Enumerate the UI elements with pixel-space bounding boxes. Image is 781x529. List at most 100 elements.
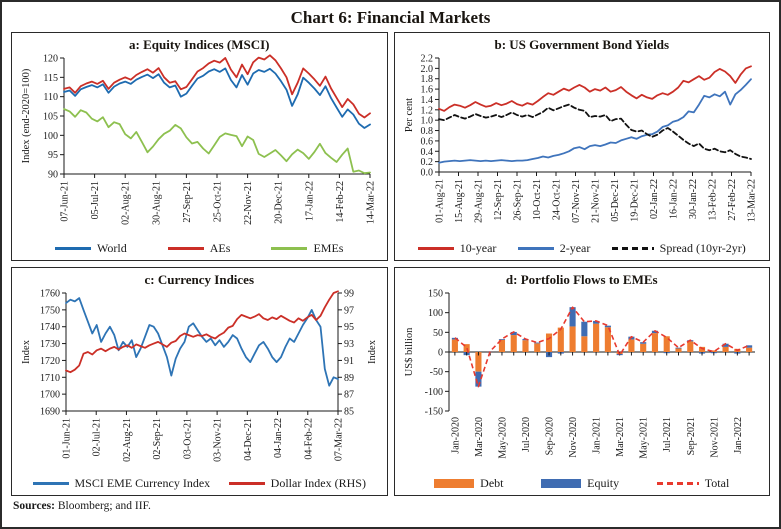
svg-text:27-Feb-22: 27-Feb-22 [727, 179, 738, 221]
svg-text:30-Jan-22: 30-Jan-22 [688, 179, 699, 219]
svg-text:07-Mar-22: 07-Mar-22 [334, 418, 345, 461]
panel-b-chart: 0.00.20.40.60.81.01.21.41.61.82.02.2 Per … [404, 54, 758, 223]
legend-label: Dollar Index (RHS) [270, 475, 366, 490]
legend-item: 10-year [417, 240, 497, 256]
panels-grid: a: Equity Indices (MSCI) 90 95 100 105 110 11… [11, 32, 770, 496]
legend-item: Debt [434, 476, 503, 491]
svg-text:1720: 1720 [40, 356, 60, 367]
svg-text:02-Jan-22: 02-Jan-22 [649, 179, 660, 219]
legend-label: EMEs [313, 240, 344, 255]
svg-text:04-Dec-21: 04-Dec-21 [243, 418, 254, 461]
panel-d-legend: Debt Equity Total [397, 473, 768, 493]
svg-text:02-Jul-21: 02-Jul-21 [92, 418, 103, 456]
svg-text:27-Sep-21: 27-Sep-21 [182, 181, 193, 223]
legend-item: Equity [541, 476, 619, 491]
svg-text:Nov-2020: Nov-2020 [568, 417, 579, 458]
svg-text:1700: 1700 [40, 390, 60, 401]
svg-text:14-Mar-22: 14-Mar-22 [366, 181, 377, 224]
legend-line-swatch [517, 246, 554, 250]
svg-text:13-Feb-22: 13-Feb-22 [707, 179, 718, 221]
panel-b-legend: 10-year 2-year Spread (10yr-2yr) [397, 238, 768, 258]
svg-text:90: 90 [48, 170, 58, 181]
legend-label: AEs [209, 240, 231, 255]
svg-text:Index: Index [21, 339, 32, 364]
legend-item: 2-year [517, 241, 590, 256]
svg-text:07-Nov-21: 07-Nov-21 [571, 179, 582, 223]
legend-item: Spread (10yr-2yr) [611, 241, 746, 256]
legend-label: Equity [587, 475, 620, 490]
legend-line-swatch [656, 481, 699, 485]
svg-text:Jan-2020: Jan-2020 [450, 417, 461, 454]
svg-text:22-Nov-21: 22-Nov-21 [243, 181, 254, 225]
panel-a-legend: World AEs EMEs [14, 238, 385, 258]
svg-text:100: 100 [43, 131, 58, 142]
panel-currency-indices: c: Currency Indices 1690 1700 1710 1720 1730… [11, 267, 388, 496]
svg-text:Sep-2020: Sep-2020 [544, 417, 555, 455]
panel-d-chart: -150 -100 -50 0 50 100 150 US$ billion Jan-2020 M… [404, 289, 755, 459]
panel-b-title: b: US Government Bond Yields [494, 37, 670, 52]
legend-item: AEs [167, 240, 231, 256]
svg-text:04-Jan-22: 04-Jan-22 [273, 418, 284, 458]
svg-text:0.2: 0.2 [420, 157, 433, 168]
sources-label: Sources: [13, 500, 55, 512]
svg-text:Mar-2020: Mar-2020 [474, 417, 485, 457]
svg-text:03-Nov-21: 03-Nov-21 [213, 418, 224, 462]
sources-note: Sources: Bloomberg; and IIF. [13, 500, 770, 512]
svg-text:110: 110 [44, 92, 59, 103]
legend-line-swatch [611, 246, 654, 250]
svg-text:19-Dec-21: 19-Dec-21 [629, 179, 640, 222]
svg-text:13-Mar-22: 13-Mar-22 [746, 179, 757, 222]
svg-text:01-Jun-21: 01-Jun-21 [62, 418, 73, 459]
panel-c-title: c: Currency Indices [144, 272, 255, 287]
svg-text:12-Sep-21: 12-Sep-21 [493, 179, 504, 221]
svg-text:30-Aug-21: 30-Aug-21 [152, 181, 163, 225]
svg-text:120: 120 [43, 54, 58, 65]
svg-text:1.8: 1.8 [420, 74, 433, 85]
legend-item: Total [656, 476, 729, 491]
svg-text:04-Feb-22: 04-Feb-22 [304, 418, 315, 460]
svg-text:Mar-2021: Mar-2021 [615, 417, 626, 457]
sources-text: Bloomberg; and IIF. [54, 500, 151, 512]
svg-text:Jul-2021: Jul-2021 [662, 417, 673, 452]
svg-text:95: 95 [48, 150, 58, 161]
svg-text:Nov-2021: Nov-2021 [709, 417, 720, 458]
legend-item: EMEs [271, 241, 343, 256]
svg-text:1760: 1760 [40, 289, 60, 300]
legend-item: MSCI EME Currency Index [32, 475, 211, 491]
svg-text:02-Sep-21: 02-Sep-21 [152, 418, 163, 460]
panel-a-title: a: Equity Indices (MSCI) [129, 37, 270, 52]
svg-text:1730: 1730 [40, 339, 60, 350]
svg-text:0.0: 0.0 [420, 168, 433, 179]
panel-d-title: d: Portfolio Flows to EMEs [505, 272, 658, 287]
svg-text:05-Dec-21: 05-Dec-21 [610, 179, 621, 222]
svg-text:25-Oct-21: 25-Oct-21 [213, 181, 224, 222]
svg-text:26-Sep-21: 26-Sep-21 [512, 179, 523, 221]
svg-text:Jul-2020: Jul-2020 [521, 417, 532, 452]
legend-label: World [97, 240, 127, 255]
svg-text:03-Oct-21: 03-Oct-21 [183, 418, 194, 459]
legend-label: 10-year [459, 240, 497, 255]
svg-text:97: 97 [344, 305, 354, 316]
svg-text:24-Oct-21: 24-Oct-21 [551, 179, 562, 220]
legend-label: MSCI EME Currency Index [74, 475, 211, 490]
svg-text:1.6: 1.6 [420, 85, 433, 96]
svg-text:14-Feb-22: 14-Feb-22 [335, 181, 346, 223]
svg-text:105: 105 [43, 112, 58, 123]
svg-text:10-Oct-21: 10-Oct-21 [532, 179, 543, 220]
svg-text:21-Nov-21: 21-Nov-21 [590, 179, 601, 223]
svg-text:Index: Index [367, 339, 378, 364]
svg-text:Jan-2021: Jan-2021 [591, 417, 602, 454]
svg-text:0.8: 0.8 [420, 126, 433, 137]
svg-text:1710: 1710 [40, 373, 60, 384]
svg-text:-150: -150 [424, 407, 442, 418]
svg-text:02-Aug-21: 02-Aug-21 [121, 181, 132, 225]
legend-bar-swatch [434, 478, 475, 488]
legend-line-swatch [32, 481, 69, 485]
svg-text:50: 50 [433, 328, 443, 339]
panel-c-legend: MSCI EME Currency Index Dollar Index (RHS… [14, 473, 385, 493]
svg-text:1.0: 1.0 [420, 116, 433, 127]
svg-text:91: 91 [344, 356, 354, 367]
svg-text:15-Aug-21: 15-Aug-21 [454, 179, 465, 223]
svg-text:Sep-2021: Sep-2021 [686, 417, 697, 455]
